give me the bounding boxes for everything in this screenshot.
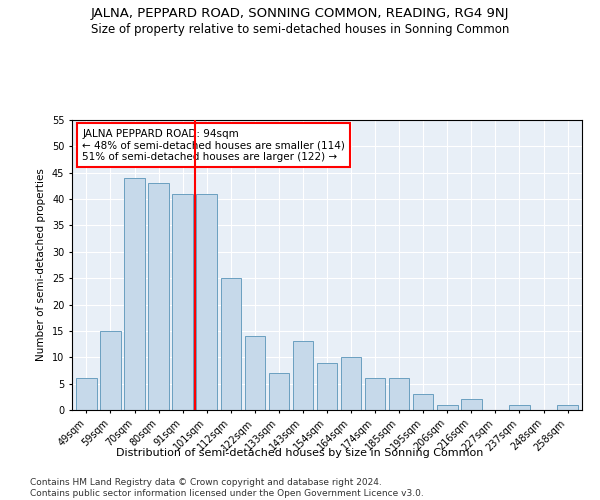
Bar <box>269 373 289 410</box>
Bar <box>100 331 121 410</box>
Bar <box>413 394 433 410</box>
Bar <box>509 404 530 410</box>
Bar <box>317 362 337 410</box>
Text: Contains HM Land Registry data © Crown copyright and database right 2024.
Contai: Contains HM Land Registry data © Crown c… <box>30 478 424 498</box>
Bar <box>221 278 241 410</box>
Bar <box>461 400 482 410</box>
Y-axis label: Number of semi-detached properties: Number of semi-detached properties <box>37 168 46 362</box>
Bar <box>437 404 458 410</box>
Bar <box>389 378 409 410</box>
Bar <box>76 378 97 410</box>
Bar <box>148 184 169 410</box>
Text: Size of property relative to semi-detached houses in Sonning Common: Size of property relative to semi-detach… <box>91 22 509 36</box>
Bar <box>245 336 265 410</box>
Bar <box>557 404 578 410</box>
Bar <box>172 194 193 410</box>
Bar <box>124 178 145 410</box>
Bar <box>293 342 313 410</box>
Bar <box>196 194 217 410</box>
Text: JALNA, PEPPARD ROAD, SONNING COMMON, READING, RG4 9NJ: JALNA, PEPPARD ROAD, SONNING COMMON, REA… <box>91 8 509 20</box>
Text: JALNA PEPPARD ROAD: 94sqm
← 48% of semi-detached houses are smaller (114)
51% of: JALNA PEPPARD ROAD: 94sqm ← 48% of semi-… <box>82 128 345 162</box>
Bar <box>341 358 361 410</box>
Text: Distribution of semi-detached houses by size in Sonning Common: Distribution of semi-detached houses by … <box>116 448 484 458</box>
Bar <box>365 378 385 410</box>
